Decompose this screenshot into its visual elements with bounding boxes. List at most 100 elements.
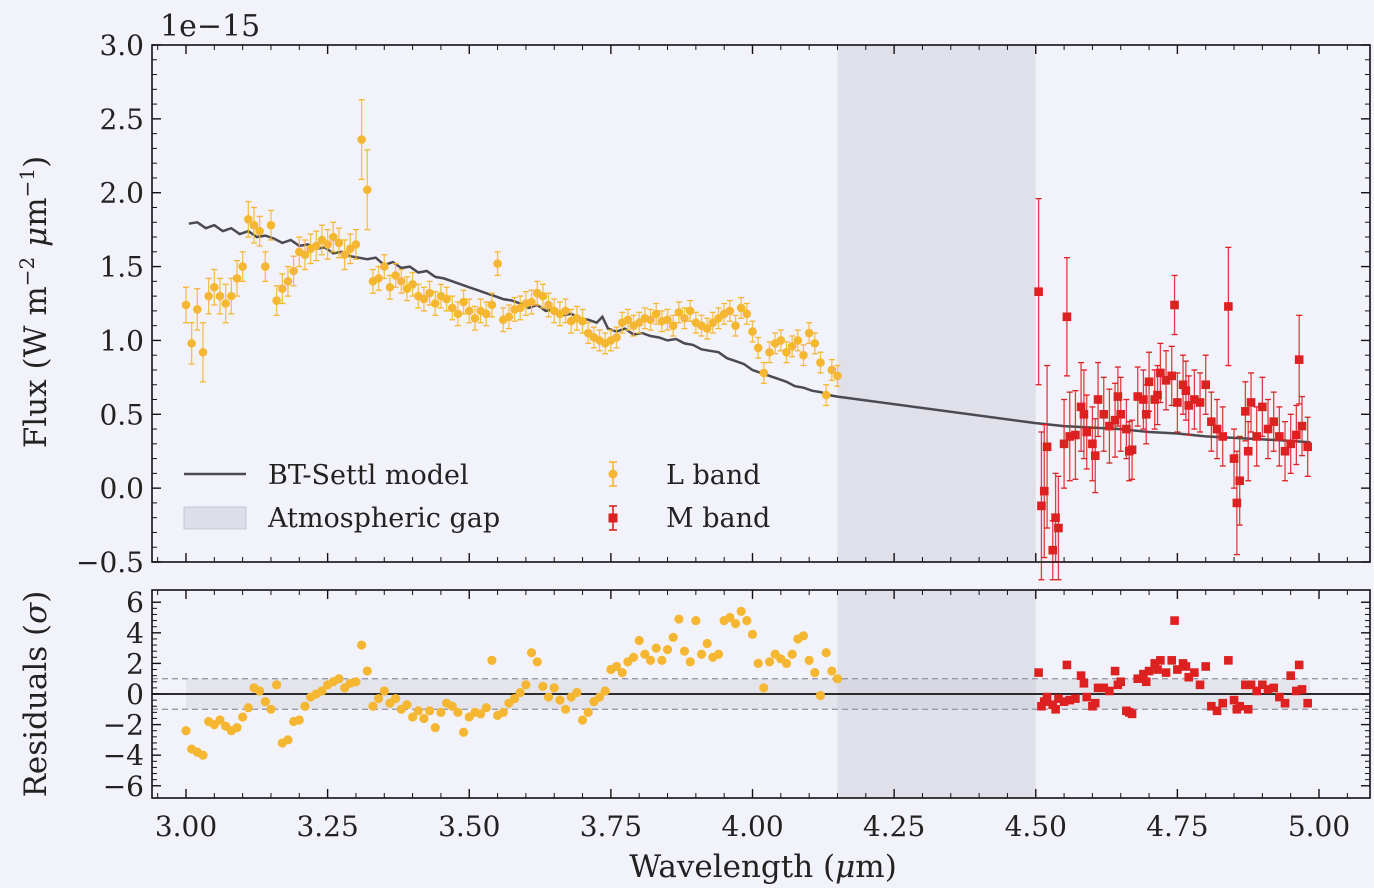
m-band-residual: [1252, 686, 1261, 696]
l-band-residual: [453, 707, 463, 717]
l-band-residual: [458, 727, 469, 737]
marker: [493, 259, 502, 268]
marker: [1294, 355, 1304, 364]
l-band-point: [833, 364, 842, 387]
m-band-residual: [1051, 704, 1060, 714]
l-band-point: [391, 262, 400, 288]
legend-model-label: BT-Settl model: [268, 460, 469, 491]
legend-m-band-label: M band: [666, 503, 770, 534]
m-band-residual: [1286, 671, 1295, 680]
marker: [1079, 409, 1089, 419]
marker: [1116, 409, 1126, 419]
l-band-residual: [628, 652, 639, 662]
l-band-residual: [617, 667, 627, 678]
marker: [1059, 439, 1069, 449]
l-band-point: [238, 251, 247, 282]
l-band-residual: [300, 701, 310, 711]
marker: [1054, 523, 1063, 533]
l-band-point: [685, 299, 695, 322]
marker: [1082, 427, 1092, 437]
m-band-point: [1280, 421, 1290, 482]
marker: [323, 240, 332, 249]
marker: [187, 339, 196, 348]
marker: [1181, 386, 1191, 395]
marker: [328, 232, 338, 242]
l-band-point: [538, 283, 548, 309]
l-band-residual: [696, 649, 707, 659]
l-band-residual: [436, 707, 446, 717]
l-band-point: [731, 314, 740, 337]
marker: [1195, 398, 1205, 407]
flux-plot-area: [152, 45, 1370, 562]
marker: [1110, 415, 1120, 425]
m-band-point: [1173, 372, 1182, 433]
marker: [1263, 424, 1273, 434]
ylabel-part: Residuals (: [18, 624, 54, 798]
m-band-point: [1178, 354, 1188, 415]
l-band-residual: [374, 693, 384, 704]
m-band-residual: [1076, 671, 1086, 680]
m-band-residual: [1263, 685, 1273, 694]
ylabel-part: ): [18, 156, 54, 168]
marker: [464, 306, 474, 316]
marker: [776, 336, 786, 345]
marker: [1039, 486, 1049, 496]
l-band-point: [623, 308, 633, 331]
l-band-residual: [668, 632, 678, 643]
marker: [357, 135, 366, 144]
marker: [1190, 395, 1199, 404]
l-band-residual: [747, 629, 758, 639]
flux-plot-frame: [151, 44, 1371, 563]
marker: [1042, 442, 1052, 452]
residual-data-marks: [181, 606, 1312, 760]
l-band-point: [323, 228, 332, 260]
l-band-point: [453, 301, 463, 327]
marker: [646, 315, 655, 325]
l-band-residual: [600, 686, 610, 696]
marker: [1224, 302, 1233, 311]
m-band-residual: [1116, 677, 1126, 687]
l-band-residual: [419, 713, 429, 724]
marker: [425, 288, 434, 298]
l-band-residual: [238, 712, 248, 722]
m-band-point: [1105, 388, 1114, 464]
m-band-residual: [1218, 698, 1228, 708]
flux-axis-ticks: −0.5 0.0 0.5 1.0 1.5 2.0 2.5 3.0: [76, 29, 1370, 579]
marker: [1258, 402, 1267, 412]
m-band-point: [1042, 364, 1052, 529]
marker: [1099, 409, 1109, 419]
marker: [1133, 392, 1143, 401]
l-band-point: [210, 268, 219, 306]
l-band-point: [311, 230, 321, 262]
marker: [255, 226, 264, 236]
m-band-residual: [1207, 701, 1216, 711]
m-band-point: [1133, 366, 1143, 427]
y-tick-label: −2: [103, 709, 144, 742]
l-band-residual: [317, 686, 327, 696]
l-band-residual: [447, 701, 457, 711]
l-band-residual: [651, 643, 661, 653]
marker: [827, 365, 837, 375]
marker: [731, 321, 740, 330]
m-band-point: [1127, 419, 1137, 480]
l-band-residual: [424, 706, 435, 716]
l-band-residual: [742, 615, 752, 626]
m-band-point: [1207, 391, 1216, 452]
legend-m-band-swatch: [608, 505, 618, 531]
m-band-residual: [1184, 672, 1194, 682]
marker: [527, 297, 536, 307]
l-band-residual: [334, 674, 344, 684]
y-tick-label: 2.0: [99, 177, 144, 210]
m-band-point: [1076, 361, 1086, 452]
y-tick-label: 1.5: [99, 251, 144, 284]
legend-gap-label: Atmospheric gap: [267, 503, 500, 534]
marker: [1153, 390, 1162, 400]
l-band-residual: [521, 680, 531, 690]
l-band-point: [255, 215, 264, 247]
l-band-residual: [787, 649, 797, 659]
l-band-point: [487, 292, 497, 318]
marker: [742, 309, 752, 319]
l-band-point: [606, 329, 616, 352]
marker: [1243, 446, 1253, 456]
marker: [261, 262, 270, 271]
